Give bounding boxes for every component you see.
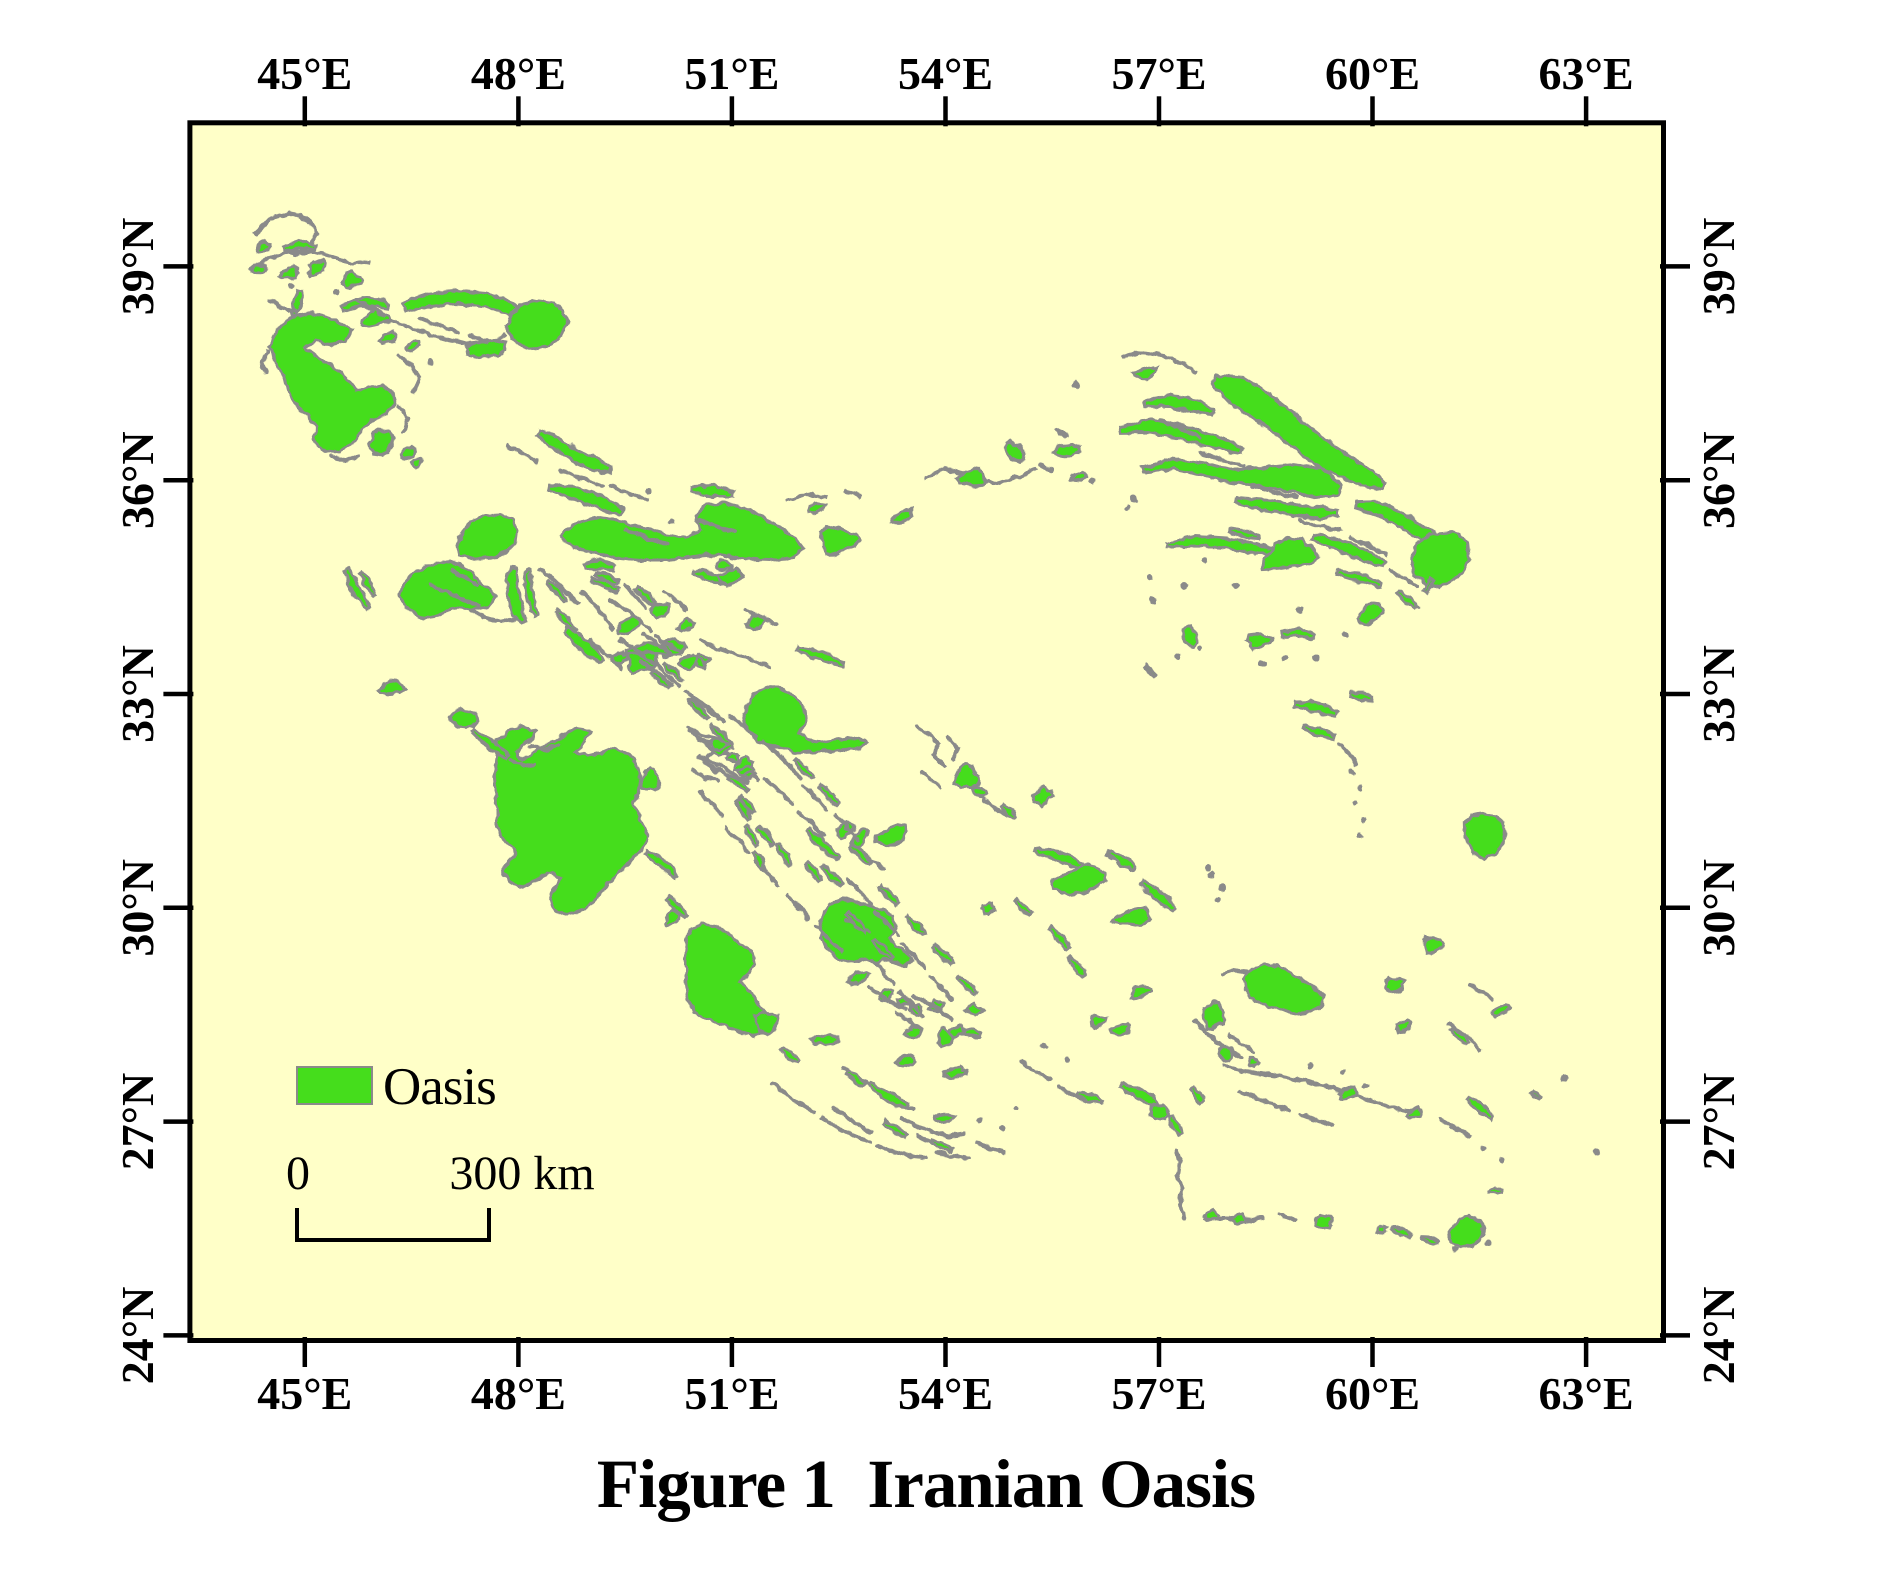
svg-text:300 km: 300 km — [449, 1147, 594, 1200]
svg-text:51°E: 51°E — [684, 1368, 779, 1419]
svg-text:45°E: 45°E — [257, 1368, 352, 1419]
svg-text:45°E: 45°E — [257, 48, 352, 99]
svg-text:33°N: 33°N — [112, 645, 163, 743]
svg-text:Figure 1 Iranian Oasis: Figure 1 Iranian Oasis — [597, 1446, 1255, 1522]
svg-text:33°N: 33°N — [1693, 645, 1744, 743]
svg-text:63°E: 63°E — [1539, 1368, 1634, 1419]
svg-text:48°E: 48°E — [471, 48, 566, 99]
svg-text:30°N: 30°N — [112, 859, 163, 957]
svg-text:63°E: 63°E — [1539, 48, 1634, 99]
svg-text:39°N: 39°N — [112, 218, 163, 316]
svg-text:51°E: 51°E — [684, 48, 779, 99]
svg-text:60°E: 60°E — [1325, 48, 1420, 99]
svg-text:39°N: 39°N — [1693, 218, 1744, 316]
svg-text:Oasis: Oasis — [383, 1058, 496, 1116]
svg-text:57°E: 57°E — [1111, 1368, 1206, 1419]
svg-text:36°N: 36°N — [1693, 431, 1744, 529]
svg-text:24°N: 24°N — [112, 1287, 163, 1385]
svg-text:54°E: 54°E — [898, 48, 993, 99]
svg-text:60°E: 60°E — [1325, 1368, 1420, 1419]
svg-text:57°E: 57°E — [1111, 48, 1206, 99]
svg-text:30°N: 30°N — [1693, 859, 1744, 957]
svg-text:0: 0 — [286, 1147, 310, 1200]
svg-text:36°N: 36°N — [112, 431, 163, 529]
svg-text:48°E: 48°E — [471, 1368, 566, 1419]
svg-text:27°N: 27°N — [1693, 1073, 1744, 1171]
svg-text:27°N: 27°N — [112, 1073, 163, 1171]
svg-text:24°N: 24°N — [1693, 1287, 1744, 1385]
svg-text:54°E: 54°E — [898, 1368, 993, 1419]
